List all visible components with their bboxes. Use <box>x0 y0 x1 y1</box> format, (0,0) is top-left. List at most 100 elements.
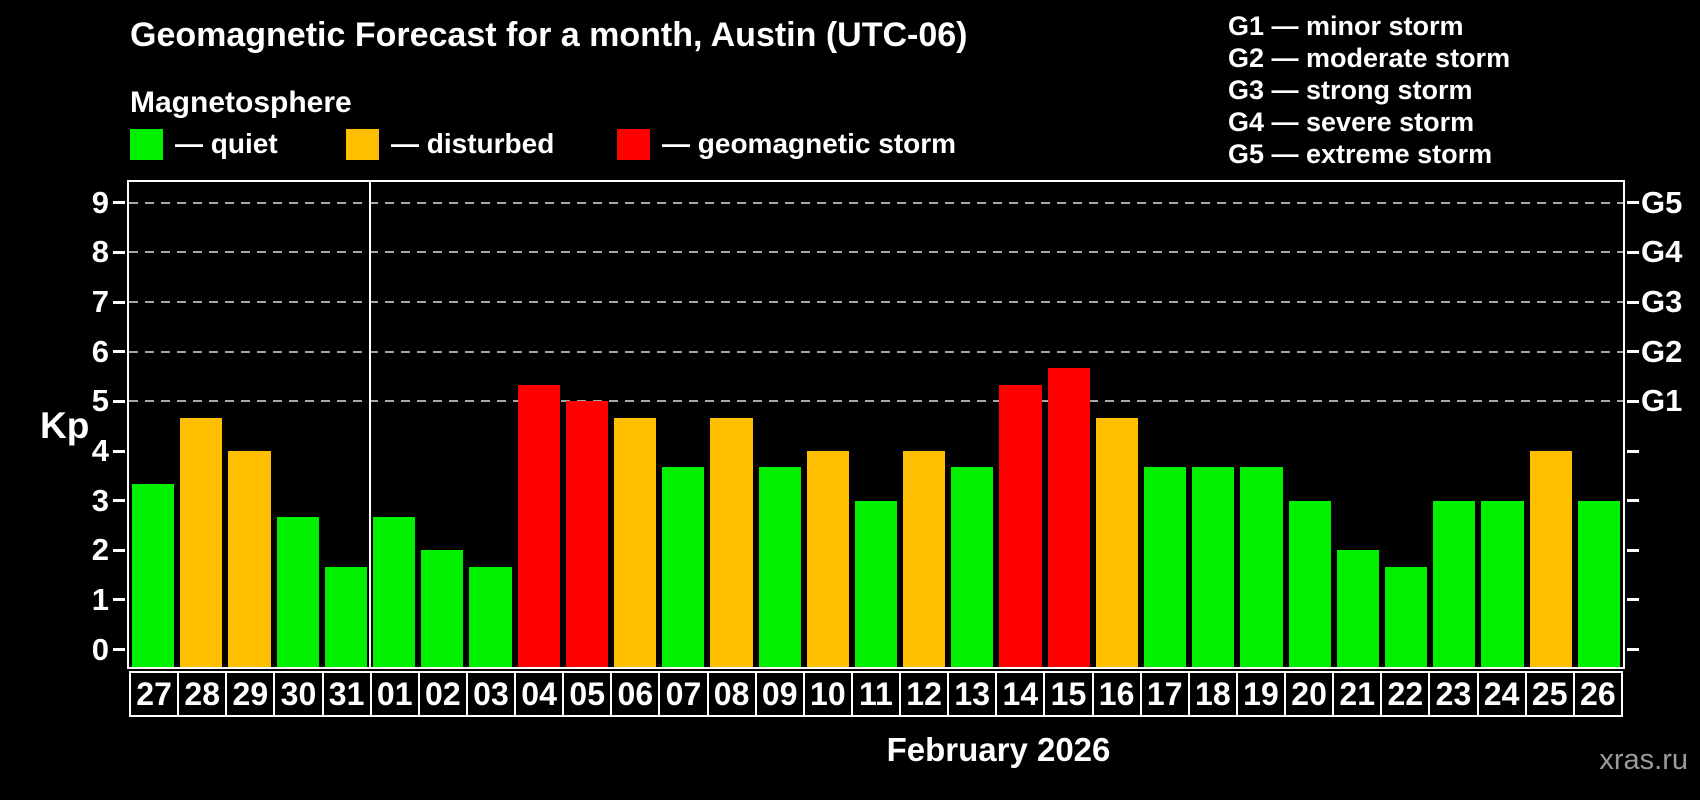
kp-bar-day-25 <box>1529 451 1572 667</box>
kp-bar-day-16 <box>1095 417 1139 667</box>
kp-bar-day-08 <box>710 417 753 667</box>
g-scale-label-G3: G3 <box>1641 284 1683 320</box>
y-axis-tick-left <box>113 648 125 652</box>
bar-slot <box>370 182 418 667</box>
legend-item-quiet: — quiet <box>130 128 278 160</box>
y-axis-tick-right <box>1627 598 1639 602</box>
bar-slot <box>1286 182 1334 667</box>
kp-bar-day-18 <box>1192 467 1235 667</box>
kp-bar-day-22 <box>1385 566 1428 667</box>
bar-slot <box>466 182 514 667</box>
y-axis-tick-right <box>1627 648 1639 652</box>
gridline-kp8 <box>129 251 1623 254</box>
g-legend-line: G4 — severe storm <box>1228 107 1475 137</box>
watermark-xras: xras.ru <box>1599 744 1688 776</box>
day-label-25: 25 <box>1524 671 1575 717</box>
kp-bar-day-20 <box>1288 500 1331 667</box>
y-axis-tick-right <box>1627 399 1639 403</box>
y-axis-tick-left <box>113 499 125 503</box>
g-scale-label-G1: G1 <box>1641 383 1683 419</box>
bar-slot <box>1430 182 1478 667</box>
day-label-02: 02 <box>417 671 468 717</box>
y-axis-tick-right <box>1627 201 1639 205</box>
day-label-27: 27 <box>129 671 180 717</box>
day-label-24: 24 <box>1476 671 1527 717</box>
day-label-10: 10 <box>802 671 853 717</box>
bar-slot <box>1527 182 1575 667</box>
legend-swatch-storm <box>617 128 650 160</box>
kp-bar-day-19 <box>1240 467 1283 667</box>
kp-bar-day-15 <box>1047 368 1090 667</box>
page-title: Geomagnetic Forecast for a month, Austin… <box>130 16 968 54</box>
bar-slot <box>322 182 370 667</box>
bar-slot <box>1141 182 1189 667</box>
day-label-14: 14 <box>995 671 1046 717</box>
legend-label-quiet: — quiet <box>175 128 278 159</box>
y-axis-title: Kp <box>40 405 90 446</box>
bar-slot <box>418 182 466 667</box>
kp-bar-day-09 <box>758 467 801 667</box>
kp-bar-day-30 <box>276 517 319 667</box>
day-label-23: 23 <box>1428 671 1479 717</box>
y-axis-label-4: 4 <box>91 433 109 469</box>
day-label-26: 26 <box>1572 671 1623 717</box>
day-label-05: 05 <box>562 671 613 717</box>
day-label-13: 13 <box>947 671 998 717</box>
bar-slot <box>996 182 1044 667</box>
kp-bar-day-17 <box>1144 467 1187 667</box>
y-axis-tick-left <box>113 250 125 254</box>
kp-bar-day-03 <box>469 566 512 667</box>
y-axis-tick-right <box>1627 449 1639 453</box>
day-label-20: 20 <box>1284 671 1335 717</box>
y-axis-label-7: 7 <box>91 284 109 320</box>
y-axis-tick-left <box>113 449 125 453</box>
gridline-kp6 <box>129 350 1623 353</box>
day-label-08: 08 <box>706 671 757 717</box>
bar-slot <box>852 182 900 667</box>
kp-bar-day-28 <box>180 417 223 667</box>
g-legend-line: G1 — minor storm <box>1228 11 1464 41</box>
g-legend-line: G2 — moderate storm <box>1228 43 1511 73</box>
subtitle-magnetosphere: Magnetosphere <box>130 86 352 119</box>
kp-bar-day-13 <box>951 467 994 667</box>
day-label-09: 09 <box>754 671 805 717</box>
g-scale-label-G5: G5 <box>1641 184 1683 220</box>
kp-bar-day-14 <box>999 385 1042 667</box>
gridline-kp5 <box>129 400 1623 403</box>
bar-slot <box>707 182 755 667</box>
kp-bar-day-02 <box>421 550 464 667</box>
y-axis-label-5: 5 <box>91 383 109 419</box>
day-label-03: 03 <box>465 671 516 717</box>
bar-slot <box>659 182 707 667</box>
day-label-01: 01 <box>369 671 420 717</box>
y-axis-tick-left <box>113 598 125 602</box>
kp-bar-day-06 <box>613 417 657 667</box>
day-label-06: 06 <box>610 671 661 717</box>
g-scale-label-G4: G4 <box>1641 234 1683 270</box>
kp-bar-day-27 <box>132 484 175 667</box>
day-label-28: 28 <box>177 671 228 717</box>
day-label-04: 04 <box>514 671 565 717</box>
bar-slot <box>611 182 659 667</box>
legend-label-storm: — geomagnetic storm <box>662 128 957 159</box>
kp-bar-day-29 <box>228 451 271 667</box>
bar-slot <box>225 182 273 667</box>
y-axis-label-6: 6 <box>91 333 109 369</box>
day-label-16: 16 <box>1091 671 1142 717</box>
y-axis-tick-left <box>113 201 125 205</box>
y-axis-tick-right <box>1627 548 1639 552</box>
y-axis-label-2: 2 <box>91 532 109 568</box>
y-axis-tick-right <box>1627 250 1639 254</box>
day-label-22: 22 <box>1380 671 1431 717</box>
g-legend-line: G5 — extreme storm <box>1228 139 1493 169</box>
bar-slot <box>1575 182 1623 667</box>
bar-slot <box>1093 182 1141 667</box>
day-label-21: 21 <box>1332 671 1383 717</box>
g-scale-legend: G1 — minor storm G2 — moderate storm G3 — … <box>1228 10 1510 170</box>
kp-bar-day-12 <box>903 451 946 667</box>
day-label-15: 15 <box>1043 671 1094 717</box>
kp-bar-day-31 <box>324 566 367 667</box>
bar-slot <box>129 182 177 667</box>
day-label-29: 29 <box>225 671 276 717</box>
